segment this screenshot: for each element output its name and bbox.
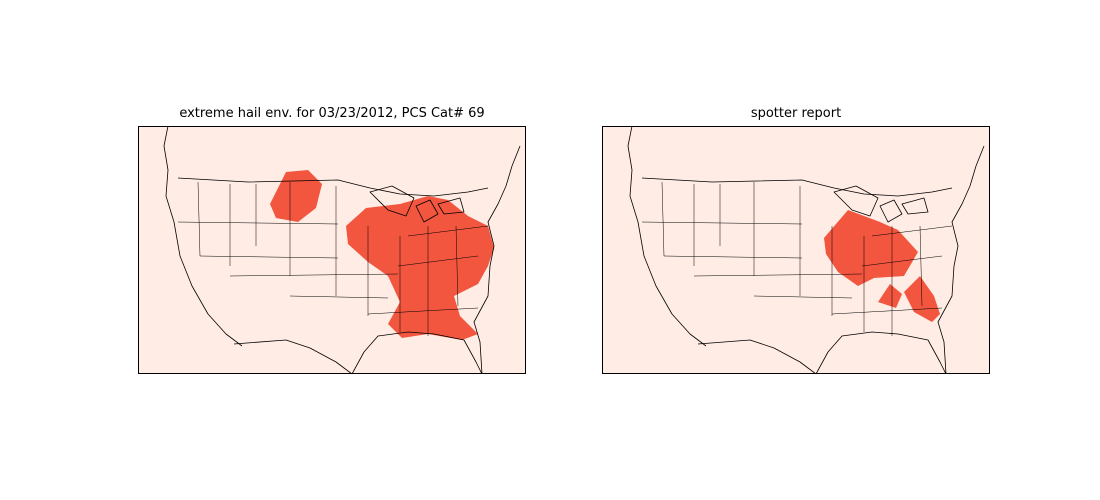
hail-region-dakotas [270,170,322,222]
gulf-coastline [351,331,483,374]
map-borders [163,126,521,374]
us-canada-border [177,177,489,197]
us-mexico-border [697,339,817,374]
east-coastline [473,145,521,374]
left-panel-title: extreme hail env. for 03/23/2012, PCS Ca… [179,106,485,121]
right-panel-title: spotter report [750,106,842,121]
state-lines [641,181,953,336]
map-frame [138,126,526,374]
west-coastline [163,126,243,347]
spotter-region-southeast-a [878,284,902,308]
great-lakes [833,185,929,223]
hail-region-east [346,196,494,340]
left-map [138,126,526,374]
west-coastline [627,126,707,347]
us-mexico-border [233,339,353,374]
gulf-coastline [815,331,947,374]
map-background [602,126,990,374]
spotter-region-central [824,210,918,286]
map-frame [602,126,990,374]
map-borders [627,126,985,374]
great-lakes [369,185,465,223]
state-lines [177,181,489,336]
right-map [602,126,990,374]
hail-regions [270,170,494,340]
us-canada-border [641,177,953,197]
east-coastline [937,145,985,374]
